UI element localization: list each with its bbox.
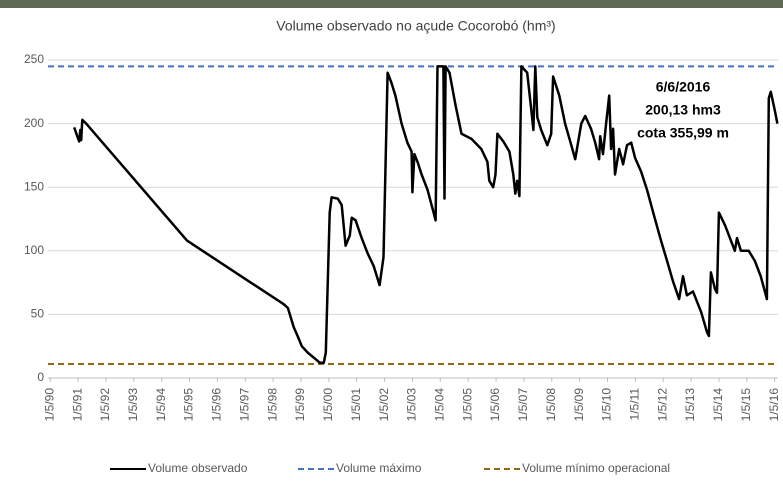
x-tick-label: 1/5/95: [182, 388, 196, 422]
x-tick-label: 1/5/04: [432, 388, 446, 422]
x-tick-label: 1/5/11: [628, 388, 642, 421]
x-tick-label: 1/5/09: [572, 388, 586, 422]
photo-strip: [0, 0, 783, 8]
annotation: cota 355,99 m: [637, 125, 729, 141]
x-tick-label: 1/5/00: [321, 388, 335, 422]
x-tick-label: 1/5/94: [154, 388, 168, 422]
x-tick-label: 1/5/15: [739, 388, 753, 422]
x-tick-label: 1/5/99: [293, 388, 307, 422]
x-tick-label: 1/5/16: [767, 388, 781, 422]
x-tick-label: 1/5/96: [210, 388, 224, 422]
chart-title: Volume observado no açude Cocorobó (hm³): [276, 18, 555, 34]
legend-label: Volume observado: [148, 461, 248, 475]
x-tick-label: 1/5/91: [70, 388, 84, 422]
x-tick-label: 1/5/03: [405, 388, 419, 422]
x-tick-label: 1/5/97: [237, 388, 251, 422]
y-tick-label: 250: [24, 52, 44, 66]
x-tick-label: 1/5/92: [98, 388, 112, 422]
annotation: 6/6/2016: [656, 79, 711, 95]
x-tick-label: 1/5/93: [126, 388, 140, 422]
legend-label: Volume mínimo operacional: [522, 461, 670, 475]
x-tick-label: 1/5/06: [488, 388, 502, 422]
x-tick-label: 1/5/07: [516, 388, 530, 422]
x-tick-label: 1/5/14: [711, 388, 725, 422]
y-tick-label: 0: [37, 370, 44, 384]
x-tick-label: 1/5/13: [683, 388, 697, 422]
y-tick-label: 150: [24, 179, 44, 193]
legend-label: Volume máximo: [336, 461, 422, 475]
annotation: 200,13 hm3: [645, 102, 721, 118]
x-tick-label: 1/5/01: [349, 388, 363, 422]
y-tick-label: 200: [24, 116, 44, 130]
y-tick-label: 50: [31, 307, 45, 321]
x-tick-label: 1/5/02: [377, 388, 391, 422]
x-tick-label: 1/5/12: [655, 388, 669, 422]
chart: Volume observado no açude Cocorobó (hm³)…: [0, 0, 783, 491]
x-tick-label: 1/5/08: [544, 388, 558, 422]
x-tick-label: 1/5/10: [600, 388, 614, 422]
x-tick-label: 1/5/98: [265, 388, 279, 422]
x-tick-label: 1/5/90: [42, 388, 56, 422]
x-tick-label: 1/5/05: [460, 388, 474, 422]
y-tick-label: 100: [24, 243, 44, 257]
